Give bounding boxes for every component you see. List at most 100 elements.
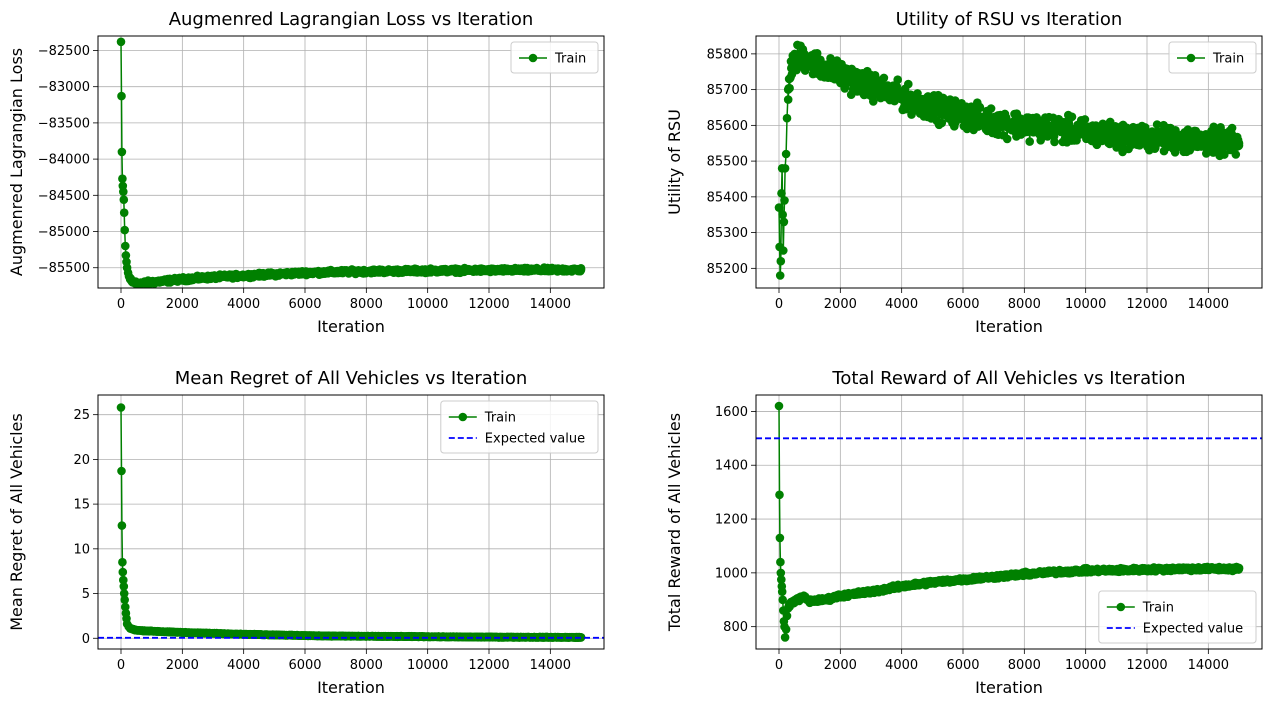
data-point xyxy=(117,91,126,101)
data-point xyxy=(879,73,889,83)
data-point xyxy=(1227,123,1237,133)
legend-box xyxy=(1168,41,1257,74)
data-point xyxy=(775,271,785,280)
data-point xyxy=(119,187,128,196)
chart-panel-4: 0 2000 4000 6000 8000 10000 12000 14000 800 1000 1… xyxy=(665,368,1263,697)
y-tick-label: −83500 xyxy=(38,116,90,131)
y-tick-label: 85300 xyxy=(707,226,748,241)
data-point xyxy=(1152,120,1162,129)
x-tick-label: 12000 xyxy=(468,658,509,673)
x-tick-label: 10000 xyxy=(1065,658,1106,673)
x-tick-label: 0 xyxy=(775,297,783,312)
data-point xyxy=(117,466,126,476)
y-tick-label: −83000 xyxy=(38,80,90,95)
axes-frame xyxy=(755,394,1263,650)
data-point xyxy=(869,97,878,106)
x-axis-label: Iteration xyxy=(975,678,1043,697)
data-point xyxy=(975,103,985,112)
x-axis-label: Iteration xyxy=(975,317,1043,336)
legend-label: Expected value xyxy=(1143,622,1243,637)
y-tick-label: −85000 xyxy=(38,225,90,240)
data-point xyxy=(781,149,791,159)
data-point xyxy=(121,251,131,260)
x-tick-label: 14000 xyxy=(1188,658,1229,673)
x-tick-label: 6000 xyxy=(288,658,321,673)
y-tick-label: 85200 xyxy=(707,262,748,277)
data-point xyxy=(1080,115,1090,124)
x-tick-label: 12000 xyxy=(468,297,509,312)
y-tick-label: −82500 xyxy=(38,44,90,59)
y-tick-label: 85600 xyxy=(707,119,748,134)
x-tick-label: 10000 xyxy=(407,297,448,312)
legend-label: Train xyxy=(1212,52,1244,67)
y-tick-label: 1200 xyxy=(715,513,748,528)
legend-label: Train xyxy=(1142,601,1174,616)
data-point xyxy=(1234,141,1244,150)
data-point xyxy=(1234,563,1244,573)
legend-marker xyxy=(528,53,538,63)
data-point xyxy=(118,557,127,567)
axes-frame xyxy=(97,394,605,650)
x-tick-label: 10000 xyxy=(1065,297,1106,312)
x-axis-label: Iteration xyxy=(317,317,385,336)
x-tick-label: 14000 xyxy=(530,297,571,312)
x-tick-label: 8000 xyxy=(1008,297,1041,312)
data-point xyxy=(780,633,790,642)
y-tick-label: −85500 xyxy=(38,261,90,276)
legend: Train Expected value xyxy=(440,400,599,454)
chart-title: Augmenred Lagrangian Loss vs Iteration xyxy=(169,9,534,30)
chart-panel-2: 0 2000 4000 6000 8000 10000 12000 14000 85200 853… xyxy=(665,9,1263,336)
data-point xyxy=(1220,150,1229,159)
x-tick-label: 8000 xyxy=(350,297,383,312)
x-tick-label: 6000 xyxy=(946,297,979,312)
x-tick-label: 2000 xyxy=(824,658,857,673)
x-tick-label: 4000 xyxy=(227,297,260,312)
chart-title: Utility of RSU vs Iteration xyxy=(896,9,1123,30)
x-axis-label: Iteration xyxy=(317,678,385,697)
data-point xyxy=(986,104,996,113)
y-axis-label: Total Reward of All Vehicles xyxy=(665,413,684,632)
data-point xyxy=(1025,137,1034,146)
data-point xyxy=(775,490,784,500)
y-tick-label: 25 xyxy=(73,408,90,423)
x-tick-label: 6000 xyxy=(946,658,979,673)
data-point xyxy=(779,217,789,227)
data-point xyxy=(782,611,792,621)
data-point xyxy=(117,147,127,157)
y-tick-label: 20 xyxy=(73,453,90,468)
x-tick-label: 4000 xyxy=(885,658,918,673)
legend: Train Expected value xyxy=(1098,590,1257,644)
data-point xyxy=(576,264,586,273)
legend-marker xyxy=(1186,53,1196,63)
y-tick-label: 0 xyxy=(82,632,90,647)
y-tick-label: 85700 xyxy=(707,83,748,98)
y-tick-label: 1600 xyxy=(715,405,748,420)
legend-marker xyxy=(1116,602,1126,612)
x-tick-label: 8000 xyxy=(350,658,383,673)
y-tick-label: 85400 xyxy=(707,190,748,205)
x-tick-label: 4000 xyxy=(885,297,918,312)
data-point xyxy=(777,575,786,584)
data-point xyxy=(777,587,787,596)
data-point xyxy=(119,582,129,591)
data-point xyxy=(812,49,822,58)
data-point xyxy=(785,83,794,93)
legend-label: Train xyxy=(554,52,586,67)
chart-panel-3: 0 2000 4000 6000 8000 10000 12000 14000 0 5 10 15 20… xyxy=(7,368,605,697)
x-tick-label: 12000 xyxy=(1126,658,1167,673)
data-point xyxy=(1231,150,1241,159)
legend-box xyxy=(1098,590,1257,644)
x-tick-label: 2000 xyxy=(166,297,199,312)
data-point xyxy=(780,196,789,205)
data-point xyxy=(782,113,792,123)
x-tick-label: 2000 xyxy=(824,297,857,312)
y-axis-label: Mean Regret of All Vehicles xyxy=(7,413,26,631)
plot-area xyxy=(116,37,586,288)
x-tick-label: 14000 xyxy=(1188,297,1229,312)
y-tick-label: 15 xyxy=(73,498,90,513)
data-point xyxy=(121,602,130,612)
data-point xyxy=(778,210,787,219)
data-point xyxy=(778,595,787,605)
y-tick-label: 85500 xyxy=(707,155,748,170)
